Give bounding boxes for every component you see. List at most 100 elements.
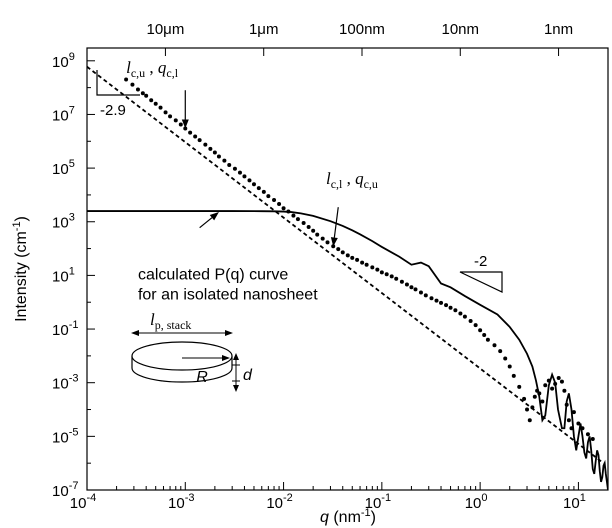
data-point [409, 285, 414, 290]
annotation-lcu-arrowhead [181, 119, 189, 129]
data-point [550, 386, 555, 391]
slope-label-right: -2 [474, 253, 487, 270]
data-point [144, 93, 149, 98]
data-point [498, 349, 503, 354]
data-point [418, 290, 423, 295]
y-tick-label: 105 [52, 158, 75, 178]
x-tick-label: 101 [563, 492, 586, 512]
annotation-lcl-arrowhead [330, 237, 338, 247]
data-point [173, 118, 178, 123]
annotation-pq-arrowhead [209, 212, 219, 221]
data-point [559, 379, 564, 384]
data-point [183, 126, 188, 131]
data-point [532, 394, 537, 399]
data-point [507, 364, 512, 369]
annotation-lcl-text: lc,l , qc,u [326, 169, 378, 191]
data-point [522, 396, 527, 401]
width-label: lp, stack [150, 310, 191, 332]
data-point [149, 98, 154, 103]
data-point [525, 407, 530, 412]
disc-side [131, 356, 233, 383]
data-point [291, 213, 296, 218]
data-point [350, 255, 355, 260]
data-point [336, 247, 341, 252]
y-tick-label: 101 [52, 265, 75, 285]
data-point [178, 122, 183, 127]
data-point [458, 311, 463, 316]
data-point [256, 186, 261, 191]
data-point [212, 150, 217, 155]
data-point [492, 343, 497, 348]
data-point [590, 436, 595, 441]
data-point [301, 220, 306, 225]
annotation-lcu-qcl: lc,u , qc,l [126, 58, 189, 129]
top-axis-tick-label: 1μm [249, 21, 278, 38]
x-tick-label: 10-2 [266, 492, 292, 512]
data-point [227, 163, 232, 168]
data-point [543, 383, 548, 388]
data-point [394, 276, 399, 281]
data-point [517, 384, 522, 389]
annotation-lcl-arrow [333, 207, 339, 238]
x-tick-label: 10-3 [168, 492, 194, 512]
data-point [429, 296, 434, 301]
annotation-pq-arrow [199, 217, 213, 229]
y-tick-label: 109 [52, 51, 75, 71]
data-point [140, 91, 145, 96]
data-point [389, 274, 394, 279]
top-axis-tick-label: 100nm [339, 21, 385, 38]
data-point [130, 82, 135, 87]
thickness-arrowhead-bottom [233, 385, 239, 392]
width-arrowhead-right [225, 330, 233, 336]
data-point [325, 240, 330, 245]
top-axis-tick-label: 1nm [544, 21, 573, 38]
annotation-pq-curve: calculated P(q) curve for an isolated na… [138, 212, 318, 304]
data-point [272, 197, 277, 202]
data-point [556, 375, 561, 380]
data-point [237, 170, 242, 175]
data-point [485, 337, 490, 342]
data-point [281, 206, 286, 211]
y-tick-label: 107 [52, 104, 75, 124]
data-point [124, 77, 129, 82]
data-point [295, 217, 300, 222]
nanosheet-disc-inset: R lp, stack d [131, 310, 253, 392]
data-point [468, 318, 473, 323]
data-point [478, 328, 483, 333]
slope-triangle-right: -2 [459, 253, 503, 293]
x-tick-label: 10-1 [365, 492, 391, 512]
x-tick-label: 100 [465, 492, 488, 512]
top-axis-tick-labels: 10μm 1μm 100nm 10nm 1nm [147, 21, 574, 38]
data-point [360, 260, 365, 265]
data-point [158, 105, 163, 110]
data-point [163, 110, 168, 115]
y-tick-labels: 10-7 10-5 10-3 10-1 101 103 105 107 109 [52, 51, 78, 500]
data-point [473, 323, 478, 328]
power-law-fit-line [87, 66, 605, 464]
data-point [462, 314, 467, 319]
data-point [306, 224, 311, 229]
data-point [242, 174, 247, 179]
data-point [261, 189, 266, 194]
data-point [135, 87, 140, 92]
data-point [222, 158, 227, 163]
data-point [453, 308, 458, 313]
data-point [511, 373, 516, 378]
data-point [208, 146, 213, 151]
annotation-pq-line-1: calculated P(q) curve [138, 267, 288, 284]
data-point [399, 279, 404, 284]
data-point [315, 232, 320, 237]
x-tick-label: 10-4 [70, 492, 96, 512]
data-point [482, 333, 487, 337]
top-axis-tick-label: 10nm [442, 21, 480, 38]
data-point [404, 282, 409, 287]
data-point [370, 265, 375, 270]
axis-ticks [86, 48, 609, 491]
calculated-pq-curve [87, 210, 608, 490]
x-axis-label: q (nm-1) [320, 507, 376, 526]
y-tick-label: 10-1 [52, 319, 78, 339]
scattering-data-points [124, 77, 595, 441]
data-point [247, 178, 252, 183]
annotation-pq-line-2: for an isolated nanosheet [138, 287, 318, 304]
radius-label: R [196, 369, 208, 386]
